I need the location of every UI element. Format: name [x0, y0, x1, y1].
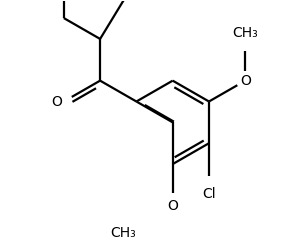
- Text: O: O: [51, 95, 62, 108]
- Text: Cl: Cl: [202, 187, 216, 201]
- Text: O: O: [167, 199, 178, 213]
- Text: O: O: [240, 74, 251, 88]
- Text: CH₃: CH₃: [111, 226, 137, 240]
- Text: CH₃: CH₃: [233, 26, 258, 40]
